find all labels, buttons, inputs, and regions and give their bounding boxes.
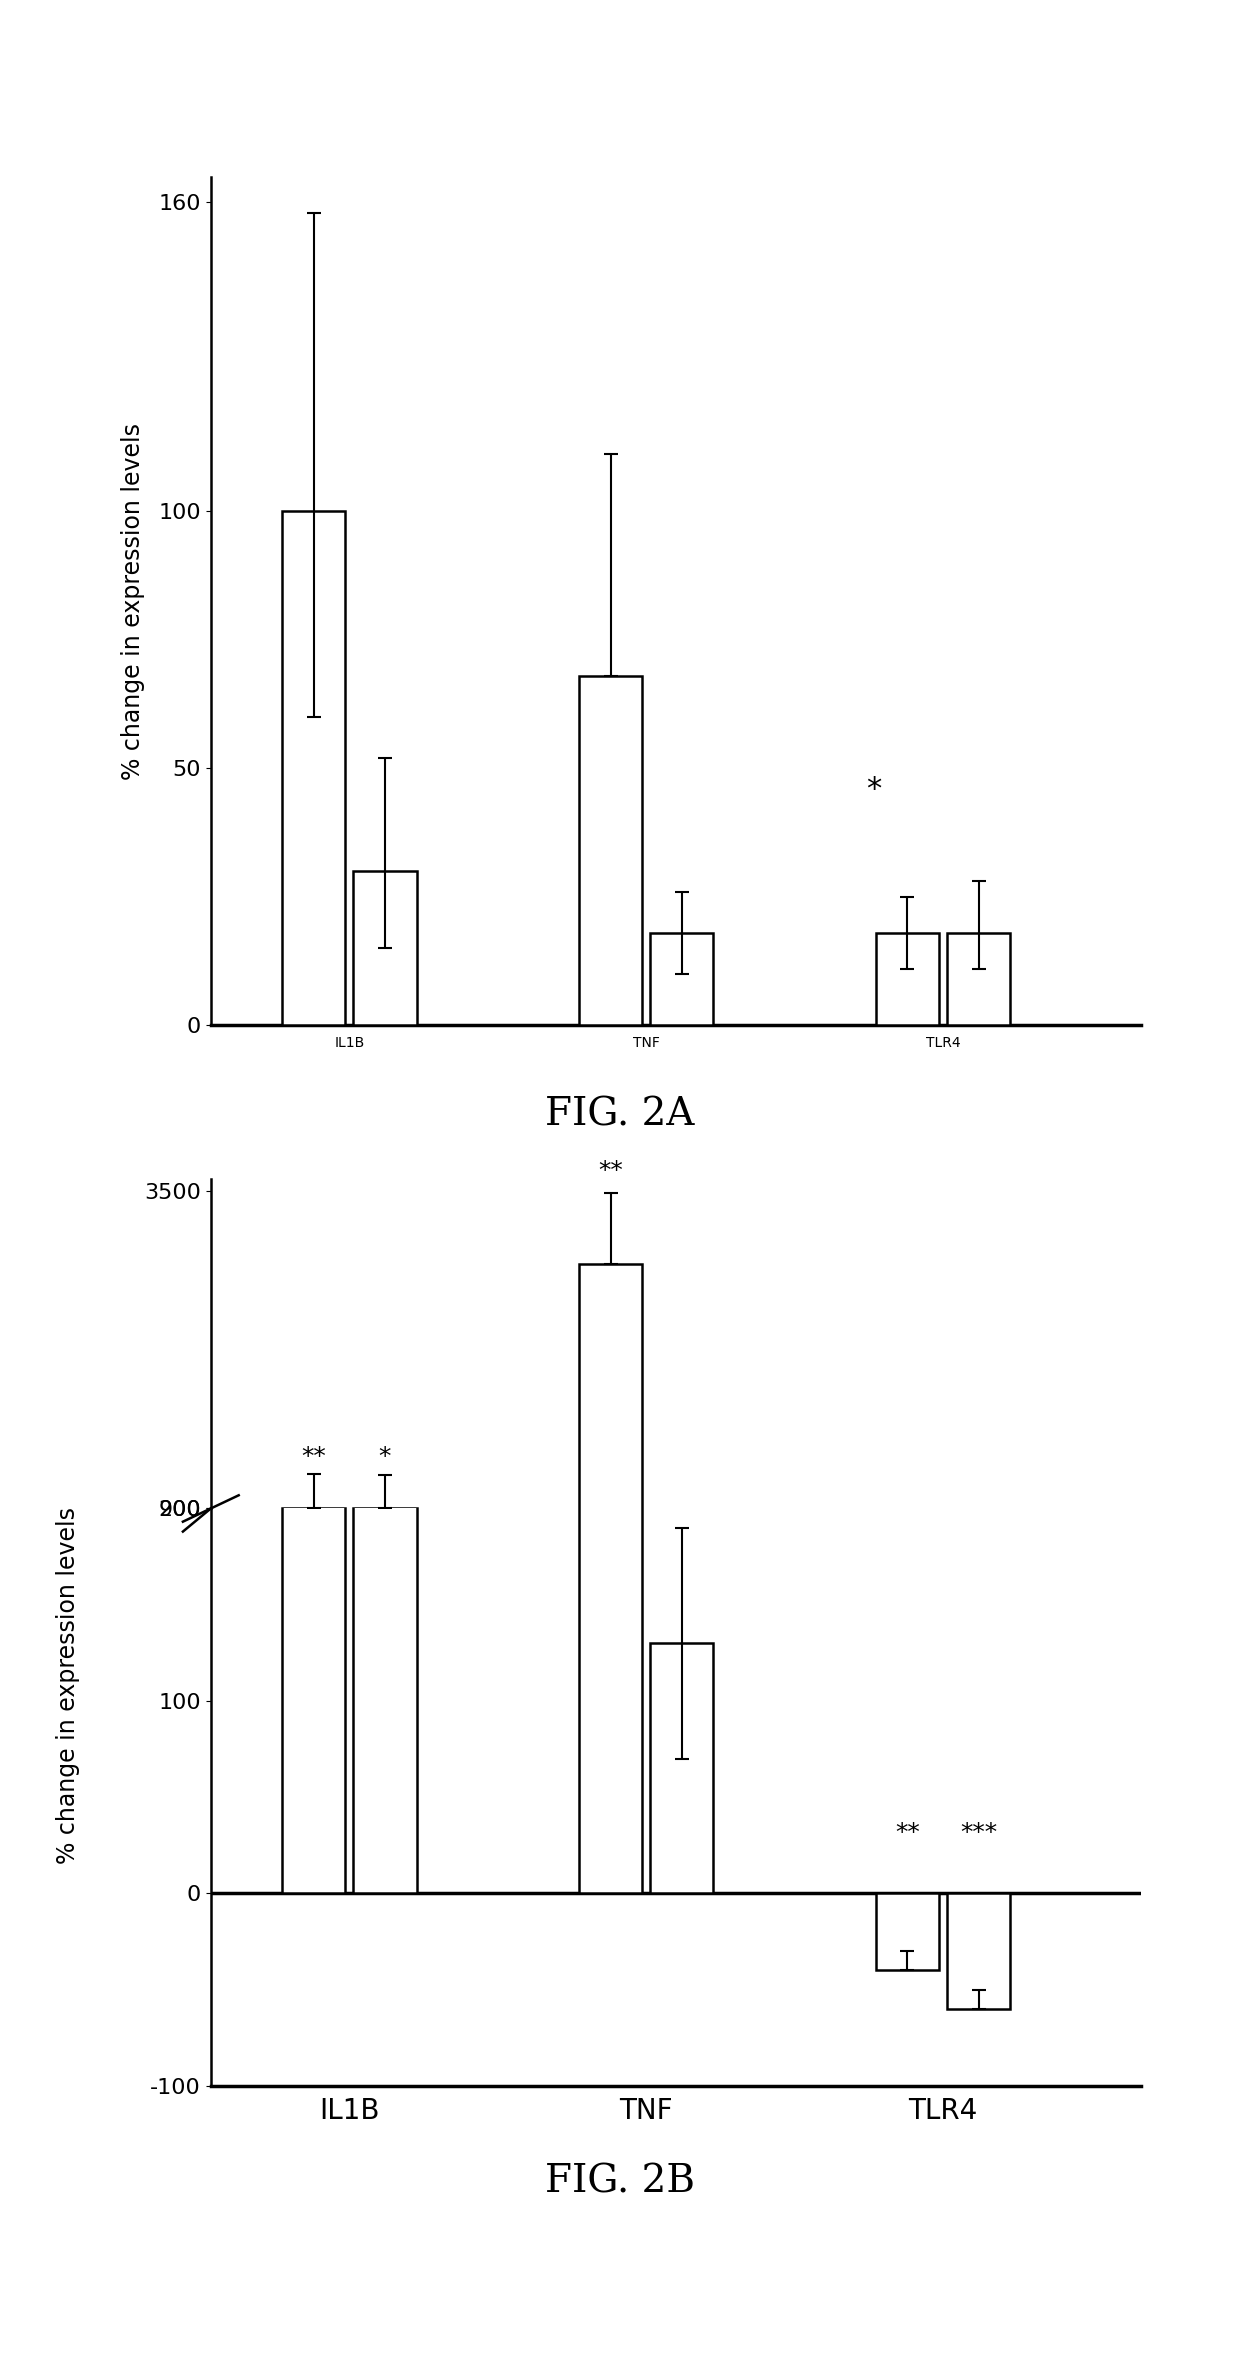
- Text: *: *: [676, 1492, 688, 1516]
- Text: FIG. 2A: FIG. 2A: [546, 1096, 694, 1134]
- Bar: [579, 676, 642, 1025]
- Text: **: **: [598, 1160, 622, 1183]
- Bar: [875, 933, 939, 1025]
- Bar: [650, 933, 713, 1025]
- Text: % change in expression levels: % change in expression levels: [56, 1506, 81, 1864]
- Bar: [650, 1603, 713, 1619]
- Text: **: **: [301, 1445, 326, 1468]
- Bar: [281, 511, 346, 1025]
- Bar: [947, 1893, 1011, 2008]
- Bar: [650, 1643, 713, 1893]
- Text: **: **: [895, 1822, 920, 1846]
- Bar: [875, 1893, 939, 1970]
- Bar: [947, 1619, 1011, 1626]
- Text: *: *: [378, 1445, 391, 1468]
- Bar: [579, 1263, 642, 1619]
- Y-axis label: % change in expression levels: % change in expression levels: [120, 422, 145, 780]
- Bar: [875, 1619, 939, 1624]
- Bar: [579, 0, 642, 1893]
- Bar: [281, 160, 346, 1893]
- Bar: [281, 1508, 346, 1619]
- Text: FIG. 2B: FIG. 2B: [546, 2164, 694, 2201]
- Bar: [353, 1508, 417, 1619]
- Text: ***: ***: [960, 1822, 997, 1846]
- Bar: [353, 872, 417, 1025]
- Text: *: *: [866, 775, 882, 804]
- Bar: [353, 160, 417, 1893]
- Bar: [947, 933, 1011, 1025]
